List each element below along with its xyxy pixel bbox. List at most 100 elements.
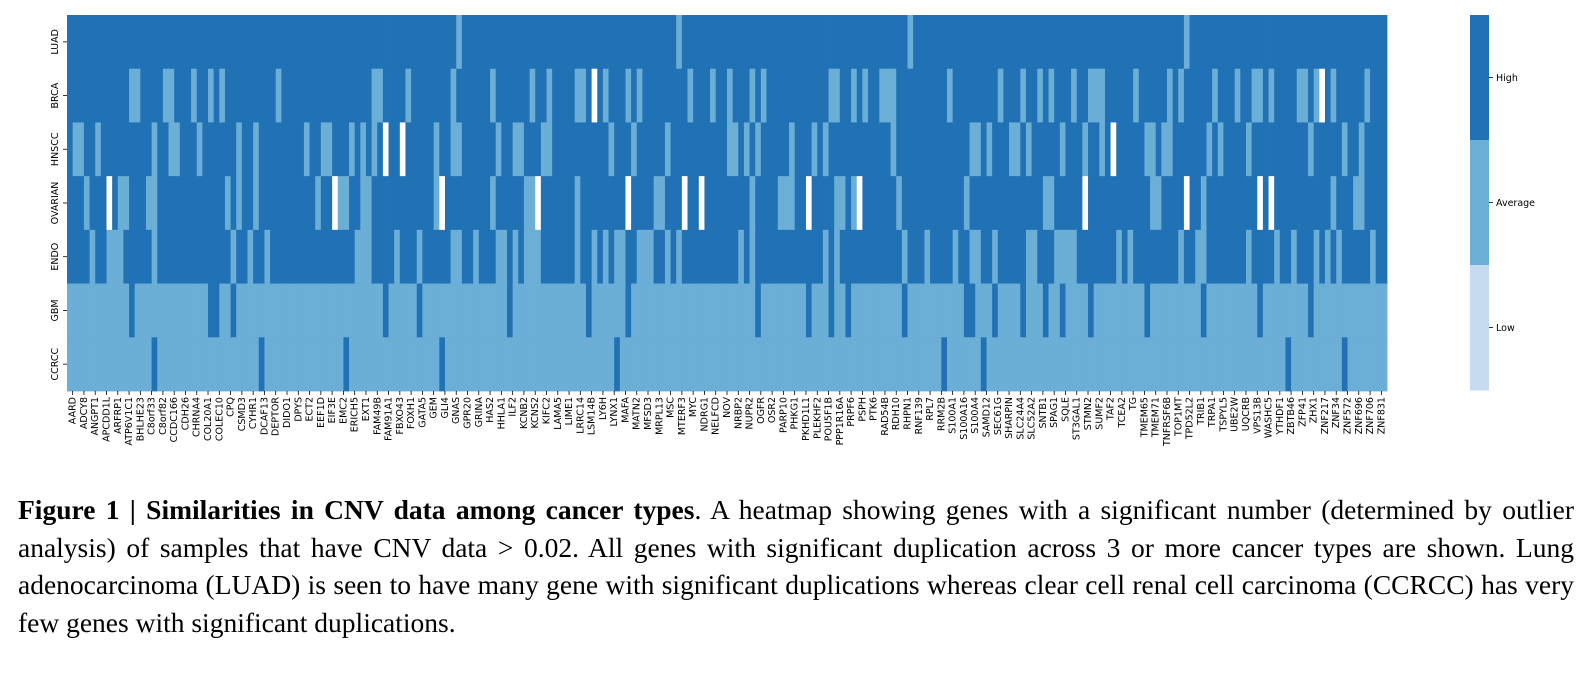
heatmap-cell-luad-165 [997, 15, 1004, 70]
heatmap-cell-luad-113 [704, 15, 711, 70]
heatmap-cell-ovarian-45 [320, 176, 327, 231]
heatmap-cell-ccrcc-9 [117, 337, 124, 392]
heatmap-cell-gbm-171 [1031, 283, 1038, 338]
heatmap-cell-luad-145 [884, 15, 891, 70]
heatmap-cell-gbm-208 [1240, 283, 1247, 338]
heatmap-cell-ovarian-123 [760, 176, 767, 231]
heatmap-cell-endo-232 [1375, 229, 1382, 284]
heatmap-cell-luad-18 [168, 15, 175, 70]
heatmap-cell-ovarian-22 [191, 176, 198, 231]
heatmap-cell-ovarian-130 [800, 176, 807, 231]
heatmap-cell-hnscc-195 [1167, 122, 1174, 177]
heatmap-cell-hnscc-14 [145, 122, 153, 177]
heatmap-cell-luad-84 [540, 15, 547, 70]
heatmap-cell-hnscc-160 [969, 122, 976, 177]
heatmap-cell-luad-104 [653, 15, 660, 70]
heatmap-cell-gbm-69 [456, 283, 463, 338]
heatmap-cell-gbm-25 [208, 283, 215, 338]
heatmap-cell-luad-75 [490, 15, 497, 70]
col-label-ndrg1: NDRG1 [699, 397, 710, 431]
heatmap-cell-hnscc-176 [1059, 122, 1066, 177]
heatmap-cell-brca-184 [1104, 68, 1111, 123]
heatmap-cell-endo-24 [202, 229, 209, 284]
heatmap-cell-luad-10 [123, 15, 130, 70]
heatmap-cell-brca-121 [749, 68, 756, 123]
heatmap-cell-hnscc-227 [1347, 122, 1354, 177]
heatmap-cell-gbm-70 [461, 283, 468, 338]
heatmap-cell-brca-68 [450, 68, 457, 123]
heatmap-cell-hnscc-139 [851, 122, 858, 177]
heatmap-cell-ccrcc-195 [1167, 337, 1174, 392]
heatmap-cell-brca-146 [890, 68, 897, 123]
col-label-dpys: DPYS [293, 397, 304, 422]
col-label-rnf139: RNF139 [914, 397, 925, 434]
heatmap-cell-ccrcc-16 [157, 337, 164, 392]
heatmap-cell-endo-40 [292, 229, 299, 284]
heatmap-cell-gbm-138 [845, 283, 852, 338]
heatmap-cell-gbm-93 [591, 283, 598, 338]
heatmap-cell-hnscc-51 [354, 122, 361, 177]
col-label-rad54b: RAD54B [880, 397, 891, 436]
heatmap-cell-brca-76 [495, 68, 502, 123]
heatmap-cell-ovarian-32 [247, 176, 254, 231]
heatmap-cell-gbm-92 [585, 283, 593, 338]
heatmap-cell-luad-144 [879, 15, 886, 70]
heatmap-cell-hnscc-99 [625, 122, 632, 177]
heatmap-cell-gbm-230 [1364, 283, 1371, 338]
heatmap-cell-brca-0 [67, 68, 74, 123]
heatmap-cell-luad-185 [1110, 15, 1117, 70]
heatmap-cell-hnscc-48 [337, 122, 344, 177]
heatmap-cell-endo-169 [1020, 229, 1027, 284]
heatmap-cell-ccrcc-182 [1093, 337, 1100, 392]
col-label-kcnb2: KCNB2 [519, 397, 530, 429]
heatmap-cell-ccrcc-216 [1285, 337, 1292, 392]
heatmap-cell-hnscc-109 [681, 122, 688, 177]
heatmap-cell-ccrcc-144 [879, 337, 886, 392]
heatmap-cell-ovarian-89 [569, 176, 576, 231]
heatmap-cell-endo-122 [755, 229, 762, 284]
heatmap-cell-hnscc-18 [168, 122, 175, 177]
heatmap-cell-endo-161 [975, 229, 982, 284]
heatmap-cell-endo-198 [1183, 229, 1190, 284]
heatmap-cell-ovarian-105 [659, 176, 666, 231]
col-label-ogfr: OGFR [756, 397, 767, 424]
heatmap-cell-brca-133 [817, 68, 824, 123]
heatmap-cells [67, 15, 1388, 392]
heatmap-cell-brca-54 [371, 68, 378, 123]
heatmap-cell-brca-208 [1240, 68, 1247, 123]
heatmap-cell-luad-218 [1296, 15, 1303, 70]
col-label-stmn2: STMN2 [1083, 397, 1094, 430]
heatmap-cell-gbm-151 [918, 283, 925, 338]
col-label-ilf2: ILF2 [508, 397, 519, 417]
heatmap-cell-ovarian-65 [433, 176, 440, 231]
heatmap-cell-luad-112 [698, 15, 705, 70]
heatmap-cell-brca-188 [1127, 68, 1134, 123]
heatmap-cell-ovarian-186 [1116, 176, 1123, 231]
heatmap-cell-endo-158 [958, 229, 965, 284]
heatmap-cell-ccrcc-103 [648, 337, 655, 392]
heatmap-cell-brca-49 [343, 68, 350, 123]
heatmap-cell-hnscc-209 [1245, 122, 1253, 177]
heatmap-cell-hnscc-104 [653, 122, 660, 177]
col-label-lama5: LAMA5 [553, 397, 564, 430]
heatmap-cell-ovarian-69 [456, 176, 463, 231]
heatmap-cell-luad-182 [1093, 15, 1100, 70]
heatmap-cell-brca-124 [766, 68, 773, 123]
heatmap-cell-brca-112 [698, 68, 705, 123]
heatmap-cell-gbm-223 [1324, 283, 1331, 338]
heatmap-cell-luad-159 [963, 15, 970, 70]
heatmap-cell-ccrcc-159 [963, 337, 970, 392]
heatmap-cell-ovarian-48 [337, 176, 344, 231]
heatmap-cell-hnscc-113 [704, 122, 711, 177]
heatmap-cell-hnscc-192 [1150, 122, 1157, 177]
heatmap-cell-hnscc-184 [1104, 122, 1111, 177]
heatmap-cell-ccrcc-149 [907, 337, 914, 392]
heatmap-cell-hnscc-122 [755, 122, 762, 177]
heatmap-cell-endo-143 [873, 229, 880, 284]
heatmap-cell-gbm-213 [1268, 283, 1275, 338]
heatmap-cell-hnscc-111 [693, 122, 700, 177]
heatmap-cell-hnscc-172 [1037, 122, 1044, 177]
heatmap-cell-brca-55 [377, 68, 384, 123]
heatmap-cell-endo-4 [89, 229, 96, 284]
